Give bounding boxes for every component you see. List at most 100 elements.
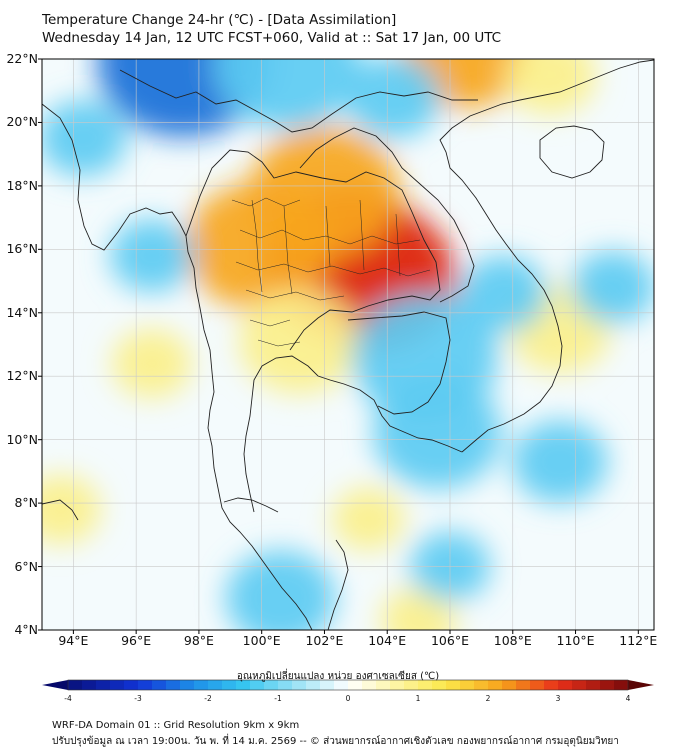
colorbar-tick-label: 4 <box>625 694 631 703</box>
colorbar-segment <box>194 680 209 690</box>
colorbar-segment <box>446 680 461 690</box>
anomaly-blob <box>504 59 596 115</box>
colorbar-tick-label: -4 <box>64 694 72 703</box>
colorbar-segment <box>586 680 601 690</box>
latitude-label: 18°N <box>6 177 38 193</box>
footer-model-info: WRF-DA Domain 01 :: Grid Resolution 9km … <box>52 720 300 731</box>
latitude-label: 8°N <box>14 495 38 511</box>
colorbar-segment <box>348 680 363 690</box>
colorbar-segment <box>404 680 419 690</box>
colorbar-segment <box>558 680 573 690</box>
coastlines-and-borders <box>42 59 654 630</box>
province-lines <box>231 197 431 347</box>
anomaly-blob <box>213 59 360 129</box>
colorbar-segment <box>474 680 489 690</box>
anomaly-field <box>42 59 654 630</box>
colorbar-segment <box>488 680 503 690</box>
axis-ticks <box>38 58 639 634</box>
colorbar-segment <box>96 680 111 690</box>
colorbar-segment <box>124 680 139 690</box>
colorbar-tick-label: 1 <box>415 694 421 703</box>
anomaly-blob <box>571 251 654 324</box>
longitude-label: 108°E <box>493 633 532 648</box>
sumatra-coastline <box>42 499 79 521</box>
colorbar-segment <box>278 680 293 690</box>
laos-border <box>299 127 475 303</box>
anomaly-blob <box>225 550 336 630</box>
longitude-label: 106°E <box>430 633 469 648</box>
gulf-of-thailand-coastline <box>243 355 463 513</box>
longitude-label: 104°E <box>368 633 407 648</box>
colorbar-title: อุณหภูมิเปลี่ยนแปลง หน่วย องศาเซลเซียส (… <box>236 671 440 682</box>
colorbar-segment <box>82 680 97 690</box>
colorbar-segment <box>614 680 629 690</box>
mainland-coastline <box>42 103 313 630</box>
colorbar-segment <box>68 680 83 690</box>
colorbar-segment <box>166 680 181 690</box>
colorbar-tick-label: -2 <box>204 694 212 703</box>
colorbar-segment <box>376 680 391 690</box>
cambodia-border <box>347 311 451 415</box>
anomaly-blob <box>512 420 608 504</box>
colorbar-segment <box>208 680 223 690</box>
colorbar-segment <box>152 680 167 690</box>
map-subtitle: Wednesday 14 Jan, 12 UTC FCST+060, Valid… <box>42 30 502 46</box>
latitude-label: 14°N <box>6 304 38 320</box>
colorbar-segment <box>138 680 153 690</box>
vietnam-coastline <box>439 59 654 453</box>
myanmar-china-border <box>119 69 478 133</box>
longitude-label: 94°E <box>58 633 89 648</box>
anomaly-blob <box>346 59 441 139</box>
anomaly-blob <box>239 288 360 394</box>
east-malaysia-coastline <box>327 539 349 630</box>
colorbar-segment <box>544 680 559 690</box>
colorbar-segment <box>250 680 265 690</box>
footer-credit: ปรับปรุงข้อมูล ณ เวลา 19:00น. วัน พ. ที่… <box>52 736 619 747</box>
colorbar-tick-label: 2 <box>485 694 491 703</box>
map-title: Temperature Change 24-hr (℃) - [Data Ass… <box>42 12 397 28</box>
colorbar-segment <box>306 680 321 690</box>
latitude-label: 10°N <box>6 431 38 447</box>
colorbar-segment <box>418 680 433 690</box>
longitude-label: 98°E <box>183 633 214 648</box>
colorbar-segment <box>600 680 615 690</box>
anomaly-blob <box>109 219 194 293</box>
colorbar-segment <box>460 680 475 690</box>
colorbar-segment <box>362 680 377 690</box>
colorbar-segment <box>320 680 335 690</box>
malaysia-border <box>223 497 279 513</box>
colorbar-min-extend <box>42 680 68 690</box>
anomaly-blob <box>332 487 405 551</box>
longitude-label: 100°E <box>242 633 281 648</box>
colorbar-frame <box>67 679 629 691</box>
latitude-label: 4°N <box>14 622 38 637</box>
map-frame <box>41 58 655 631</box>
colorbar-segment <box>530 680 545 690</box>
anomaly-blob <box>459 255 548 332</box>
colorbar-segment <box>334 680 349 690</box>
latitude-label: 20°N <box>6 114 38 130</box>
anomaly-blob <box>373 377 502 489</box>
latitude-label: 22°N <box>6 51 38 66</box>
colorbar-segment <box>516 680 531 690</box>
colorbar-max-extend <box>628 680 654 690</box>
latitude-label: 16°N <box>6 241 38 257</box>
colorbar-segment <box>432 680 447 690</box>
latitude-label: 6°N <box>14 558 38 574</box>
thailand-border <box>185 149 441 351</box>
longitude-label: 96°E <box>121 633 152 648</box>
longitude-label: 110°E <box>556 633 595 648</box>
colorbar-segment <box>390 680 405 690</box>
longitude-label: 112°E <box>619 633 658 648</box>
colorbar-tick-label: 3 <box>555 694 561 703</box>
colorbar <box>42 679 654 691</box>
longitude-label: 102°E <box>305 633 344 648</box>
colorbar-segment <box>292 680 307 690</box>
colorbar-segment <box>110 680 125 690</box>
colorbar-segment <box>264 680 279 690</box>
anomaly-blob <box>111 328 192 399</box>
colorbar-segment <box>572 680 587 690</box>
colorbar-segment <box>222 680 237 690</box>
hainan-coastline <box>539 125 605 179</box>
